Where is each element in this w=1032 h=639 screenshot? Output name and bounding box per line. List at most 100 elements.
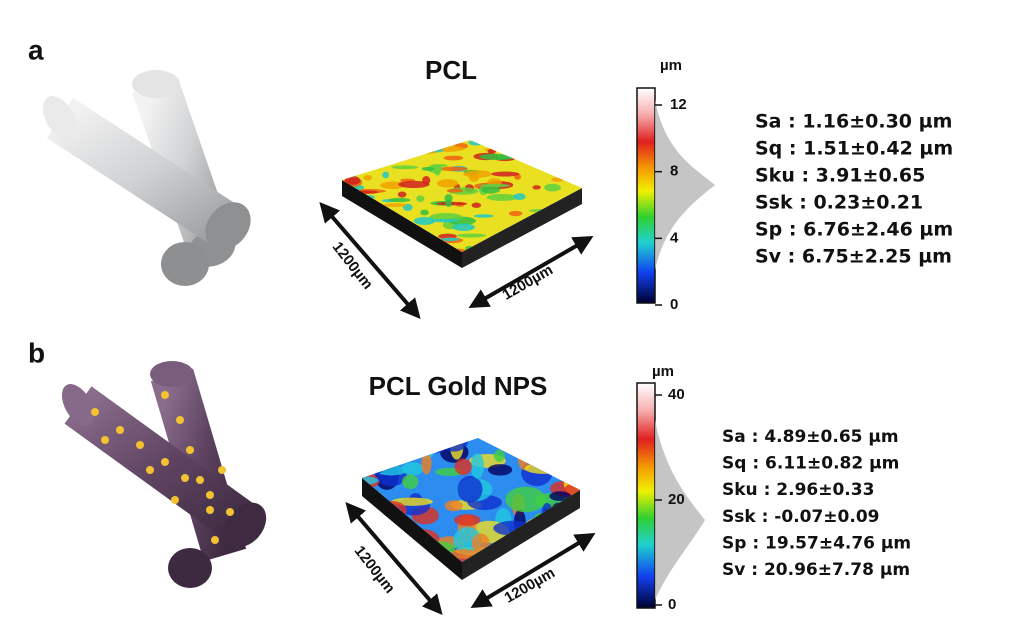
- texture: [439, 166, 468, 172]
- nanoparticle: [218, 466, 226, 474]
- texture: [468, 140, 484, 146]
- texture: [572, 456, 580, 465]
- texture: [356, 222, 387, 226]
- texture: [456, 233, 487, 238]
- colorbar-tick-label: 0: [670, 296, 678, 313]
- nanoparticle: [171, 496, 179, 504]
- texture: [570, 556, 580, 562]
- texture: [528, 154, 539, 158]
- texture: [367, 141, 400, 151]
- texture: [388, 239, 409, 244]
- texture: [388, 197, 411, 203]
- texture: [391, 165, 419, 170]
- texture: [409, 552, 434, 562]
- texture: [437, 179, 459, 188]
- texture: [490, 171, 520, 177]
- nanoparticle: [181, 474, 189, 482]
- texture: [529, 251, 557, 252]
- dimension-label: 1200µm: [500, 261, 556, 303]
- texture: [507, 140, 518, 145]
- texture: [549, 491, 571, 501]
- texture: [545, 438, 557, 456]
- texture: [454, 458, 472, 476]
- texture: [564, 174, 582, 181]
- nanoparticle: [226, 508, 234, 516]
- texture: [560, 229, 582, 235]
- texture: [421, 166, 435, 171]
- texture: [427, 164, 443, 173]
- texture: [452, 223, 475, 232]
- texture: [573, 438, 580, 450]
- texture: [453, 514, 481, 526]
- texture: [429, 438, 448, 453]
- nanoparticle: [146, 466, 154, 474]
- texture: [565, 140, 581, 143]
- texture: [545, 529, 568, 553]
- panel-label: b: [28, 337, 45, 368]
- texture: [398, 180, 430, 188]
- texture: [363, 174, 373, 181]
- dimension-label: 1200µm: [329, 239, 376, 293]
- texture: [524, 462, 565, 474]
- colorbar-tick-label: 12: [670, 96, 687, 113]
- texture: [344, 176, 361, 185]
- roughness-parameter: Sq : 6.11±0.82 µm: [722, 454, 899, 474]
- texture: [519, 542, 531, 562]
- roughness-parameter: Sa : 4.89±0.65 µm: [722, 427, 899, 447]
- texture: [361, 218, 385, 228]
- nanoparticle: [116, 426, 124, 434]
- texture: [480, 183, 511, 188]
- texture: [342, 228, 368, 233]
- roughness-parameter: Ssk : 0.23±0.21: [755, 192, 923, 214]
- texture: [470, 453, 484, 479]
- texture: [369, 156, 384, 163]
- texture: [383, 203, 408, 207]
- texture: [439, 438, 469, 452]
- texture: [372, 251, 391, 252]
- texture: [487, 464, 513, 476]
- texture: [532, 185, 541, 190]
- panel-title: PCL Gold NPS: [369, 371, 548, 401]
- nanoparticle: [91, 408, 99, 416]
- texture: [431, 218, 459, 223]
- roughness-parameter: Sku : 2.96±0.33: [722, 480, 874, 500]
- texture: [416, 195, 425, 203]
- texture: [417, 140, 425, 147]
- texture: [543, 438, 576, 450]
- texture: [535, 157, 552, 164]
- texture: [366, 140, 396, 145]
- texture: [486, 193, 518, 201]
- texture: [445, 199, 452, 208]
- texture: [471, 202, 482, 208]
- texture: [397, 191, 407, 198]
- nanoparticle: [196, 476, 204, 484]
- texture: [405, 438, 441, 453]
- texture: [479, 153, 511, 160]
- colorbar-unit: µm: [652, 363, 674, 380]
- colorbar-tick-label: 0: [668, 596, 676, 613]
- roughness-parameter: Sp : 6.76±2.46 µm: [755, 219, 953, 241]
- colorbar-tick-label: 20: [668, 491, 685, 508]
- texture: [557, 171, 582, 179]
- nanoparticle: [206, 506, 214, 514]
- texture: [508, 210, 523, 217]
- texture: [377, 142, 386, 146]
- texture: [560, 443, 580, 454]
- texture: [400, 548, 422, 562]
- panel-label: a: [28, 34, 44, 65]
- texture: [457, 475, 483, 503]
- texture: [537, 246, 555, 252]
- texture: [441, 237, 460, 242]
- texture: [342, 154, 359, 162]
- texture: [368, 456, 384, 475]
- roughness-parameter: Sq : 1.51±0.42 µm: [755, 138, 953, 160]
- nanoparticle: [101, 436, 109, 444]
- texture: [402, 247, 409, 252]
- texture: [370, 228, 393, 235]
- texture: [553, 235, 581, 243]
- nanoparticle: [186, 446, 194, 454]
- texture: [409, 253, 415, 256]
- colorbar-a: [636, 87, 715, 304]
- texture: [352, 155, 362, 162]
